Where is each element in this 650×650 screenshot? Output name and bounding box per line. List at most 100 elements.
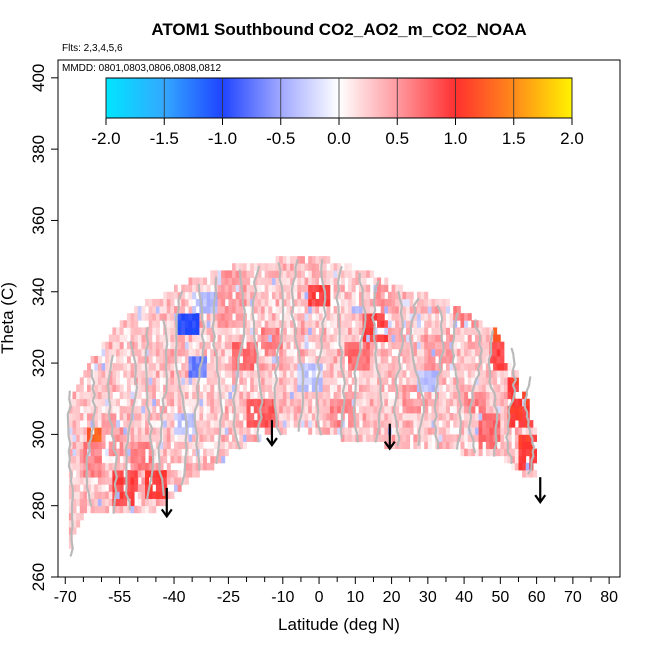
heatmap-cell xyxy=(286,320,291,328)
heatmap-cell xyxy=(460,391,465,400)
heatmap-cell xyxy=(380,427,385,435)
heatmap-cell xyxy=(500,398,505,407)
colorbar-tick-label: -1.5 xyxy=(150,129,179,148)
heatmap-cell xyxy=(507,455,512,464)
heatmap-cell xyxy=(141,377,146,385)
heatmap-cell xyxy=(464,348,469,357)
heatmap-cell xyxy=(141,363,146,371)
heatmap-cell xyxy=(456,412,461,421)
heatmap-cell xyxy=(391,427,396,435)
heatmap-cell xyxy=(166,448,171,457)
heatmap-cell xyxy=(87,505,92,514)
heatmap-cell xyxy=(442,441,447,450)
heatmap-cell xyxy=(474,412,479,421)
heatmap-cell xyxy=(358,277,363,286)
heatmap-cell xyxy=(460,348,465,357)
heatmap-cell xyxy=(329,427,334,435)
heatmap-cell xyxy=(402,434,407,442)
heatmap-cell xyxy=(427,341,432,350)
heatmap-cell xyxy=(79,455,84,464)
heatmap-cell xyxy=(333,348,338,357)
heatmap-cell xyxy=(112,341,117,350)
heatmap-cell xyxy=(177,455,182,464)
heatmap-cell xyxy=(387,384,392,392)
heatmap-cell xyxy=(471,348,476,357)
heatmap-cell xyxy=(311,277,316,286)
heatmap-cell xyxy=(311,334,316,343)
heatmap-cell xyxy=(87,405,92,414)
heatmap-cell xyxy=(224,270,229,278)
heatmap-cell xyxy=(319,384,324,392)
heatmap-cell xyxy=(177,341,182,350)
heatmap-cell xyxy=(246,284,251,293)
heatmap-cell xyxy=(224,341,229,350)
heatmap-cell xyxy=(101,505,106,514)
heatmap-cell xyxy=(119,320,124,328)
heatmap-cell xyxy=(496,434,501,442)
y-tick-label: 300 xyxy=(29,420,48,448)
heatmap-cell xyxy=(366,370,371,378)
heatmap-cell xyxy=(174,484,179,492)
heatmap-cell xyxy=(384,306,389,314)
flights-subtitle: Flts: 2,3,4,5,6 xyxy=(62,43,123,54)
heatmap-cell xyxy=(398,441,403,450)
heatmap-cell xyxy=(445,427,450,435)
heatmap-cell xyxy=(72,398,77,407)
heatmap-cell xyxy=(76,512,81,521)
heatmap-cell xyxy=(203,363,208,371)
heatmap-cell xyxy=(326,420,331,428)
dates-subtitle: MMDD: 0801,0803,0806,0808,0812 xyxy=(62,63,221,74)
heatmap-cell xyxy=(355,341,360,350)
heatmap-cell xyxy=(221,441,226,450)
heatmap-cell xyxy=(395,291,400,300)
heatmap-cell xyxy=(348,398,353,407)
heatmap-cell xyxy=(340,398,345,407)
flight-profile-line xyxy=(523,376,536,475)
heatmap-cell xyxy=(76,448,81,457)
x-axis: -70 -55 -40 -25 -10 0 10 20 30 40 50 60 70 80 xyxy=(54,577,618,606)
heatmap-cell xyxy=(308,377,313,385)
heatmap-cell xyxy=(474,420,479,428)
heatmap-cell xyxy=(525,462,530,471)
heatmap-cell xyxy=(319,291,324,300)
heatmap-cell xyxy=(137,491,142,499)
heatmap-cell xyxy=(348,348,353,357)
heatmap-cell xyxy=(203,398,208,407)
heatmap-cell xyxy=(155,484,160,492)
heatmap-cell xyxy=(181,341,186,350)
heatmap-cell xyxy=(387,306,392,314)
heatmap-cell xyxy=(148,306,153,314)
heatmap-cell xyxy=(90,470,95,478)
heatmap-cell xyxy=(380,355,385,364)
heatmap-cell xyxy=(192,427,197,435)
heatmap-cell xyxy=(460,370,465,378)
heatmap-cell xyxy=(503,398,508,407)
heatmap-cell xyxy=(166,320,171,328)
heatmap-cell xyxy=(159,491,164,499)
heatmap-cell xyxy=(188,348,193,357)
heatmap-cell xyxy=(348,277,353,286)
heatmap-cell xyxy=(72,455,77,464)
heatmap-cell xyxy=(503,441,508,450)
heatmap-cell xyxy=(286,291,291,300)
heatmap-cell xyxy=(478,398,483,407)
colorbar-tick-label: 1.5 xyxy=(502,129,526,148)
heatmap-cell xyxy=(159,298,164,307)
heatmap-cell xyxy=(137,363,142,371)
heatmap-cell xyxy=(279,398,284,407)
heatmap-cell xyxy=(155,491,160,499)
heatmap-cell xyxy=(148,405,153,414)
heatmap-cell xyxy=(188,327,193,335)
heatmap-cell xyxy=(522,427,527,435)
heatmap-cell xyxy=(348,384,353,392)
heatmap-cell xyxy=(438,384,443,392)
heatmap-cell xyxy=(493,434,498,442)
heatmap-cell xyxy=(235,306,240,314)
heatmap-cell xyxy=(471,427,476,435)
heatmap-cell xyxy=(155,320,160,328)
heatmap-cell xyxy=(449,363,454,371)
flight-profile-line xyxy=(392,290,405,447)
heatmap-cell xyxy=(239,313,244,321)
heatmap-cell xyxy=(456,405,461,414)
heatmap-cell xyxy=(435,320,440,328)
